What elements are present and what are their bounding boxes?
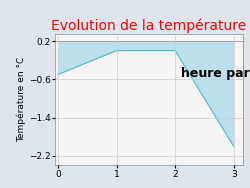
Text: heure par heure: heure par heure xyxy=(181,67,250,80)
Title: Evolution de la température: Evolution de la température xyxy=(51,18,246,33)
Y-axis label: Température en °C: Température en °C xyxy=(17,57,26,142)
